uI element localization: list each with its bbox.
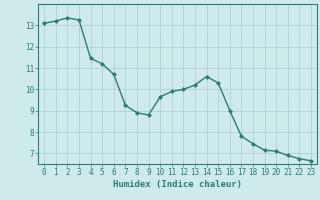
X-axis label: Humidex (Indice chaleur): Humidex (Indice chaleur) [113,180,242,189]
